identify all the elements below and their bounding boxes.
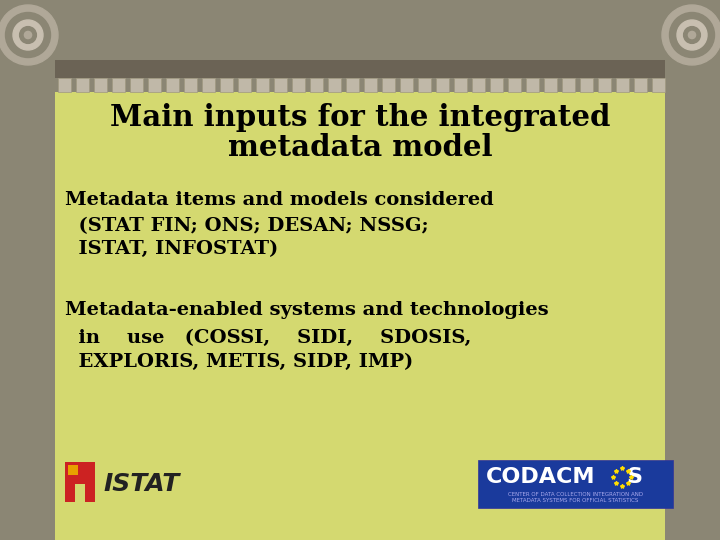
Bar [472, 78, 485, 92]
Circle shape [24, 31, 32, 38]
Circle shape [677, 20, 707, 50]
Bar [328, 78, 341, 92]
Circle shape [6, 12, 50, 57]
Bar [418, 78, 431, 92]
Circle shape [688, 31, 696, 38]
Bar [598, 78, 611, 92]
Text: metadata model: metadata model [228, 133, 492, 163]
Bar [256, 78, 269, 92]
Circle shape [0, 5, 58, 65]
Bar [310, 78, 323, 92]
Bar [526, 78, 539, 92]
Text: METADATA SYSTEMS FOR OFFICIAL STATISTICS: METADATA SYSTEMS FOR OFFICIAL STATISTICS [513, 498, 639, 503]
Bar [65, 462, 95, 502]
Bar [454, 78, 467, 92]
Bar [148, 78, 161, 92]
Text: ISTAT: ISTAT [103, 472, 179, 496]
Text: EXPLORIS, METIS, SIDP, IMP): EXPLORIS, METIS, SIDP, IMP) [65, 353, 413, 371]
Circle shape [683, 26, 701, 43]
Bar [238, 78, 251, 92]
Bar [55, 92, 665, 540]
Bar [382, 78, 395, 92]
Circle shape [662, 5, 720, 65]
Text: Metadata items and models considered: Metadata items and models considered [65, 191, 494, 209]
Text: Metadata-enabled systems and technologies: Metadata-enabled systems and technologie… [65, 301, 549, 319]
Bar [478, 460, 673, 508]
Bar [220, 78, 233, 92]
Bar [292, 78, 305, 92]
Circle shape [670, 12, 714, 57]
Bar [166, 78, 179, 92]
Bar [68, 465, 78, 475]
Bar [130, 78, 143, 92]
Text: S: S [626, 467, 642, 487]
Bar [562, 78, 575, 92]
Text: CODACM: CODACM [486, 467, 595, 487]
Bar [490, 78, 503, 92]
Text: (STAT FIN; ONS; DESAN; NSSG;: (STAT FIN; ONS; DESAN; NSSG; [65, 217, 428, 235]
Bar [544, 78, 557, 92]
Text: CENTER OF DATA COLLECTION INTEGRATION AND: CENTER OF DATA COLLECTION INTEGRATION AN… [508, 491, 643, 496]
Circle shape [19, 26, 37, 43]
Text: ISTAT, INFOSTAT): ISTAT, INFOSTAT) [65, 240, 278, 258]
Bar [346, 78, 359, 92]
Bar [0, 0, 720, 92]
Bar [184, 78, 197, 92]
Bar [202, 78, 215, 92]
Text: in    use   (COSSI,    SIDI,    SDOSIS,: in use (COSSI, SIDI, SDOSIS, [65, 329, 472, 347]
Circle shape [13, 20, 43, 50]
Bar [508, 78, 521, 92]
Bar [652, 78, 665, 92]
Bar [400, 78, 413, 92]
Bar [75, 484, 85, 502]
Bar [55, 60, 665, 78]
Bar [580, 78, 593, 92]
Text: Main inputs for the integrated: Main inputs for the integrated [110, 104, 610, 132]
Bar [616, 78, 629, 92]
Bar [665, 92, 720, 540]
Bar [274, 78, 287, 92]
Bar [0, 92, 55, 540]
Bar [112, 78, 125, 92]
Bar [436, 78, 449, 92]
Bar [634, 78, 647, 92]
Bar [58, 78, 71, 92]
Bar [364, 78, 377, 92]
Bar [76, 78, 89, 92]
Bar [94, 78, 107, 92]
